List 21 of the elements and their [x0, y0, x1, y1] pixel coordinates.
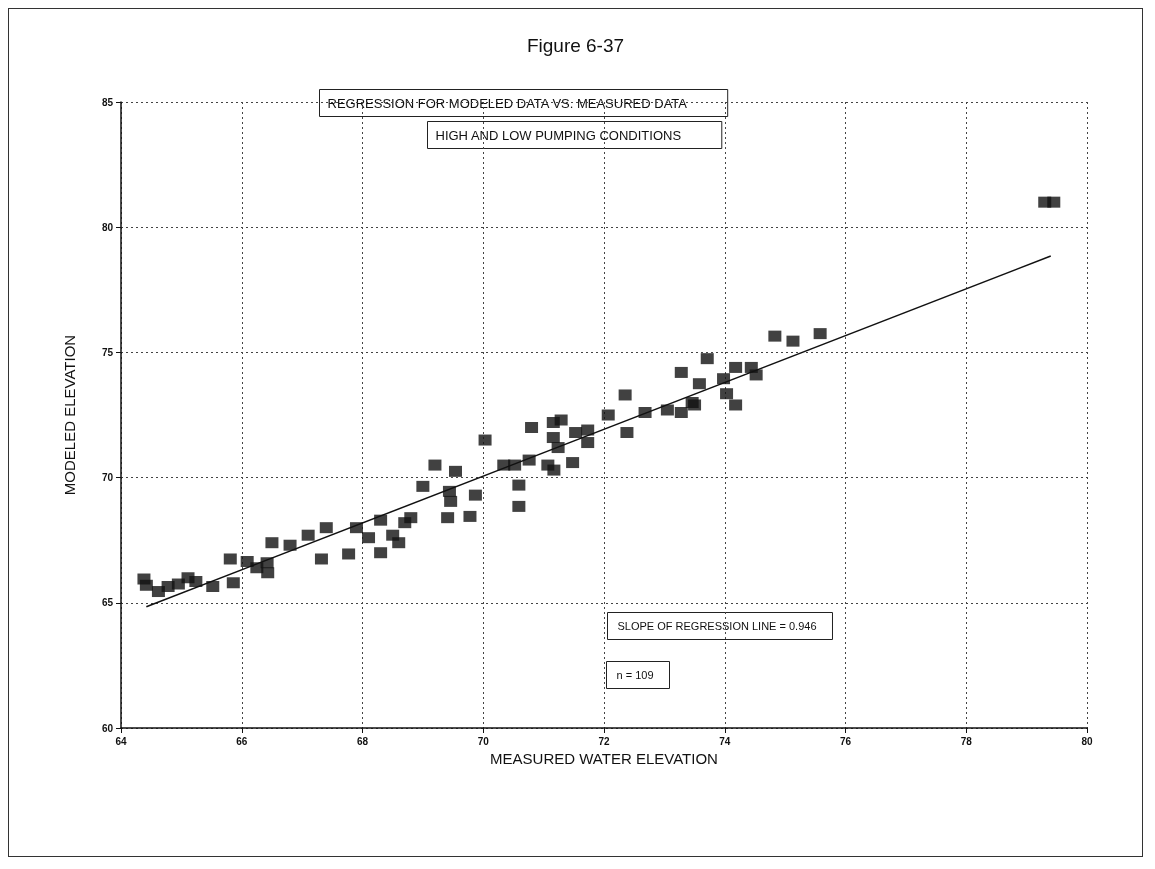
x-tick-label: 80 [1081, 735, 1093, 747]
x-tick-label: 70 [477, 735, 490, 747]
x-tick-label: 76 [839, 735, 852, 747]
y-tick-label: 85 [101, 96, 114, 108]
y-tick-label: 75 [101, 346, 114, 358]
y-tick-label: 60 [101, 722, 114, 734]
chart-title: Figure 6-37 [526, 35, 625, 56]
x-tick-label: 72 [598, 735, 610, 747]
x-tick-label: 64 [115, 735, 127, 747]
annotation: HIGH AND LOW PUMPING CONDITIONS [435, 127, 682, 143]
x-tick-label: 78 [960, 735, 973, 747]
y-tick-label: 80 [101, 221, 114, 233]
x-axis-title: MEASURED WATER ELEVATION [490, 749, 718, 767]
annotation: SLOPE OF REGRESSION LINE = 0.946 [617, 620, 817, 632]
y-tick-label: 65 [101, 597, 114, 609]
y-tick-label: 70 [101, 472, 114, 484]
x-tick-label: 74 [719, 735, 731, 747]
y-axis-title: MODELED ELEVATION [61, 334, 78, 496]
x-tick-label: 66 [236, 735, 248, 747]
annotation: n = 109 [616, 669, 654, 681]
x-tick-label: 68 [356, 735, 369, 747]
